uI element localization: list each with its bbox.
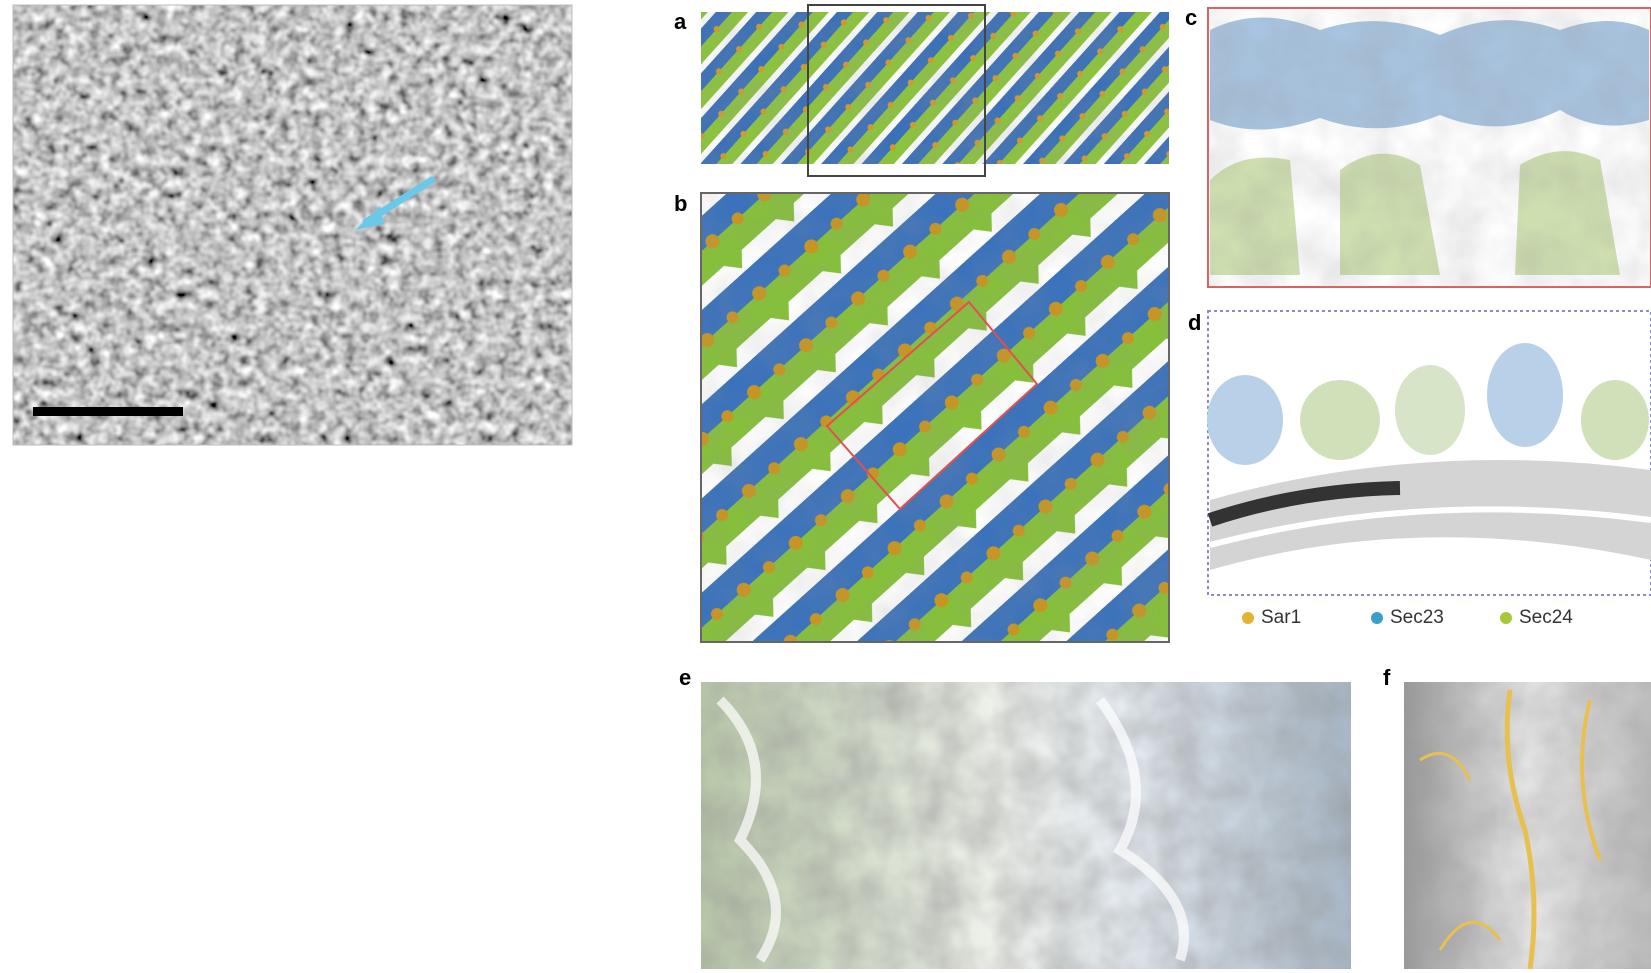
panel-label: e bbox=[679, 665, 691, 690]
panel-c bbox=[1208, 8, 1651, 287]
panel-d bbox=[1207, 311, 1651, 595]
panel-label: c bbox=[1185, 5, 1197, 30]
panel-a bbox=[701, 5, 1169, 176]
panel-f bbox=[1404, 682, 1651, 969]
legend-dot bbox=[1242, 612, 1254, 624]
scale-bar bbox=[33, 407, 183, 416]
legend: Sar1 Sec23 Sec24 bbox=[1242, 607, 1573, 628]
panel-e bbox=[701, 682, 1351, 969]
panel-label: d bbox=[1188, 310, 1201, 335]
panel-label: f bbox=[1383, 665, 1391, 690]
panel-b bbox=[701, 193, 1169, 642]
figure: a b c d Sar1 Sec23 Sec24 e bbox=[0, 0, 1651, 973]
legend-label: Sec23 bbox=[1390, 607, 1444, 628]
panel-label: b bbox=[674, 191, 687, 216]
legend-dot bbox=[1500, 612, 1512, 624]
legend-dot bbox=[1371, 612, 1383, 624]
micrograph bbox=[13, 5, 572, 445]
legend-label: Sec24 bbox=[1519, 607, 1573, 628]
panel-label: a bbox=[674, 9, 687, 34]
legend-label: Sar1 bbox=[1261, 607, 1301, 628]
